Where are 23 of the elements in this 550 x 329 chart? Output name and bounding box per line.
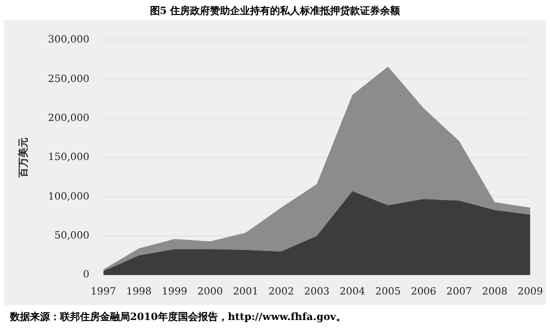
y-tick-label: 0	[82, 270, 90, 281]
y-axis-title: 百万美元	[18, 138, 30, 178]
x-tick-label: 2009	[518, 286, 543, 298]
x-tick-label: 2007	[446, 286, 472, 298]
y-tick-label: 50,000	[54, 230, 90, 242]
y-tick-label: 150,000	[48, 152, 90, 164]
x-tick-label: 2000	[197, 286, 223, 298]
y-tick-label: 300,000	[48, 34, 90, 46]
x-tick-label: 2002	[268, 286, 294, 298]
chart-title: 图5 住房政府赞助企业持有的私人标准抵押贷款证券余额	[148, 4, 402, 18]
x-tick-label: 2003	[304, 286, 330, 298]
x-tick-label: 1997	[90, 286, 116, 298]
x-tick-label: 2004	[340, 286, 366, 298]
y-tick-label: 200,000	[48, 112, 90, 124]
source-note: 数据来源：联邦住房金融局2010年度国会报告，http://www.fhfa.gov。	[10, 310, 346, 324]
x-tick-label: 1998	[126, 286, 152, 298]
x-tick-label: 2008	[482, 286, 508, 298]
y-tick-label: 100,000	[48, 191, 90, 202]
y-tick-label: 250,000	[48, 74, 90, 85]
x-tick-label: 2006	[410, 286, 436, 298]
x-tick-label: 2005	[375, 286, 401, 298]
x-tick-label: 2001	[232, 286, 258, 298]
x-tick-label: 1999	[162, 286, 188, 298]
